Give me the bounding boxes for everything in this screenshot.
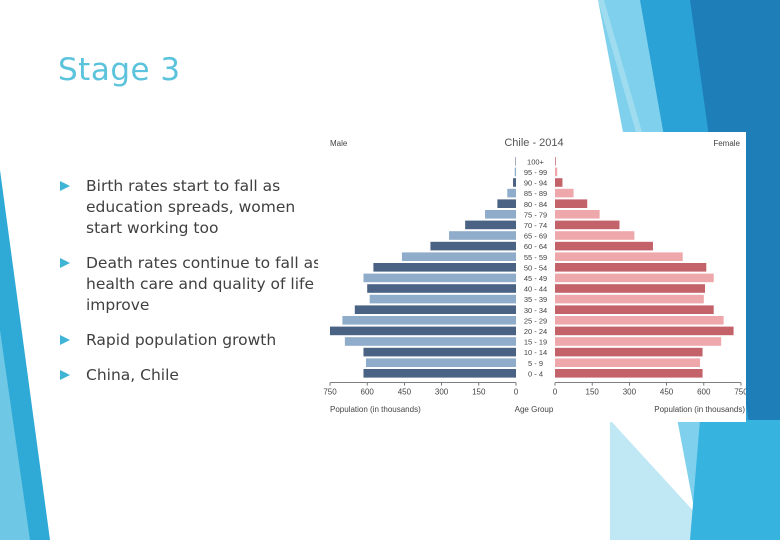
- female-bar: [555, 157, 556, 166]
- female-bar: [555, 294, 704, 304]
- left-accent-shape-light: [0, 330, 30, 540]
- age-group-label: 40 - 44: [524, 285, 547, 294]
- age-group-label: 15 - 19: [524, 338, 547, 347]
- right-accent-strip: [598, 0, 650, 160]
- male-bar: [507, 188, 516, 198]
- male-bar: [363, 347, 516, 357]
- male-tick-label: 300: [435, 388, 449, 397]
- female-bar: [555, 326, 734, 336]
- female-bar: [555, 284, 706, 293]
- age-group-label: 55 - 59: [524, 253, 547, 262]
- bullet-item: Death rates continue to fall as health c…: [60, 253, 322, 316]
- age-group-label: 35 - 39: [524, 295, 547, 304]
- bullet-arrow-icon: [60, 181, 70, 191]
- bullet-text: Birth rates start to fall as education s…: [86, 177, 296, 237]
- age-group-label: 65 - 69: [524, 232, 547, 241]
- slide-title: Stage 3: [58, 52, 181, 88]
- male-tick-label: 600: [361, 388, 375, 397]
- age-group-label: 85 - 89: [524, 189, 547, 198]
- age-group-label: 25 - 29: [524, 316, 547, 325]
- female-label: Female: [713, 139, 740, 148]
- male-bar: [344, 337, 516, 346]
- age-group-label: 60 - 64: [524, 242, 547, 251]
- female-bar: [555, 167, 558, 177]
- x-axis-label-left: Population (in thousands): [330, 405, 421, 414]
- male-bar: [497, 199, 516, 208]
- male-bar: [401, 252, 516, 261]
- age-group-label: 10 - 14: [524, 348, 547, 357]
- age-group-label: 5 - 9: [528, 359, 543, 368]
- male-bar: [449, 231, 516, 240]
- bullet-arrow-icon: [60, 258, 70, 268]
- female-bar: [555, 316, 724, 325]
- bullet-item: Rapid population growth: [60, 330, 322, 351]
- female-tick-label: 300: [623, 388, 637, 397]
- age-group-label: 0 - 4: [528, 369, 543, 378]
- age-group-label: 100+: [527, 157, 545, 166]
- right-accent-bottom-2: [690, 420, 780, 540]
- female-tick-label: 150: [586, 388, 600, 397]
- population-pyramid-chart: Chile - 2014 Male Female Population (in …: [318, 132, 748, 422]
- male-bar: [330, 326, 516, 336]
- female-tick-label: 600: [697, 388, 711, 397]
- female-bar: [555, 220, 620, 230]
- female-bar: [555, 358, 701, 367]
- male-bar: [514, 167, 516, 177]
- age-group-label: 90 - 94: [524, 179, 547, 188]
- female-bar: [555, 305, 714, 314]
- male-tick-label: 0: [514, 388, 519, 397]
- bullet-arrow-icon: [60, 370, 70, 380]
- age-group-label: 30 - 34: [524, 306, 547, 315]
- bullet-text: China, Chile: [86, 366, 179, 384]
- male-bar: [513, 178, 516, 187]
- x-axis-label-center: Age Group: [515, 405, 554, 414]
- bullet-item: Birth rates start to fall as education s…: [60, 176, 322, 239]
- female-bar: [555, 178, 563, 187]
- female-bar: [555, 252, 683, 261]
- female-bar: [555, 273, 714, 283]
- age-group-label: 45 - 49: [524, 274, 547, 283]
- male-bar: [365, 358, 516, 367]
- age-group-label: 80 - 84: [524, 200, 547, 209]
- male-bar: [363, 273, 516, 283]
- bullet-text: Rapid population growth: [86, 331, 277, 349]
- female-tick-label: 0: [553, 388, 558, 397]
- age-group-label: 20 - 24: [524, 327, 547, 336]
- bullet-text: Death rates continue to fall as health c…: [86, 254, 322, 314]
- x-axis-label-right: Population (in thousands): [654, 405, 745, 414]
- female-bar: [555, 337, 722, 346]
- male-bar: [363, 369, 516, 378]
- female-bar: [555, 369, 703, 378]
- female-bar: [555, 241, 653, 251]
- bullet-list: Birth rates start to fall as education s…: [60, 176, 322, 400]
- female-bar: [555, 210, 600, 219]
- female-bar: [555, 263, 707, 272]
- chart-title: Chile - 2014: [504, 137, 563, 149]
- age-group-label: 70 - 74: [524, 221, 547, 230]
- male-bar: [367, 284, 516, 293]
- population-pyramid-svg: Chile - 2014 Male Female Population (in …: [323, 137, 748, 414]
- female-tick-label: 750: [734, 388, 746, 397]
- male-tick-label: 750: [323, 388, 337, 397]
- male-bar: [373, 263, 516, 272]
- male-tick-label: 150: [472, 388, 486, 397]
- male-bar: [430, 241, 516, 251]
- male-bar: [342, 316, 516, 325]
- age-group-label: 75 - 79: [524, 210, 547, 219]
- male-bar: [369, 294, 516, 304]
- female-bar: [555, 188, 574, 198]
- female-tick-label: 450: [660, 388, 674, 397]
- male-bar: [354, 305, 516, 314]
- female-bar: [555, 199, 588, 208]
- age-group-label: 95 - 99: [524, 168, 547, 177]
- bullet-arrow-icon: [60, 335, 70, 345]
- male-tick-label: 450: [398, 388, 412, 397]
- bullet-item: China, Chile: [60, 365, 322, 386]
- male-bar: [485, 210, 516, 219]
- male-bar: [465, 220, 516, 230]
- female-bar: [555, 347, 703, 357]
- age-group-label: 50 - 54: [524, 263, 547, 272]
- female-bar: [555, 231, 635, 240]
- male-label: Male: [330, 139, 348, 148]
